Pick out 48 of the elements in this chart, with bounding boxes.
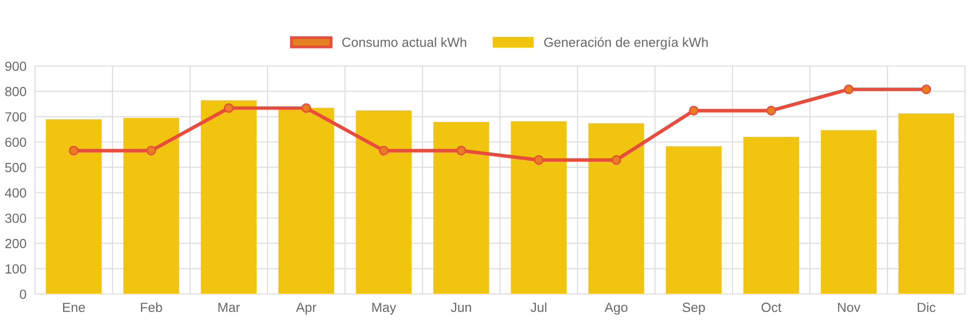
x-tick-label: Ago: [604, 302, 628, 315]
bar: [588, 123, 644, 294]
x-tick-label: Nov: [838, 302, 860, 312]
x-tick-label: Feb: [140, 302, 162, 312]
x-tick-label: Jun: [450, 302, 472, 312]
y-tick-label: 100: [6, 264, 26, 274]
y-tick-label: 300: [5, 214, 26, 223]
point: [224, 103, 234, 113]
point: [844, 84, 854, 94]
point: [921, 84, 932, 94]
y-tick-label: 500: [5, 162, 26, 172]
y-tick-label: 700: [5, 112, 26, 122]
legend-label: Generación de energía kWh: [544, 37, 708, 50]
point: [766, 106, 776, 116]
y-tick-label: 0: [20, 290, 26, 299]
bar: [743, 136, 800, 294]
y-tick-label: 400: [4, 188, 26, 198]
bar: [200, 100, 257, 294]
x-tick-label: Dic: [918, 302, 936, 312]
x-tick-label: Apr: [296, 302, 316, 315]
bar: [356, 110, 412, 294]
x-tick-label: Oct: [762, 302, 782, 312]
point: [688, 106, 699, 116]
point: [534, 155, 544, 165]
bar: [510, 121, 567, 294]
x-tick-label: Mar: [218, 302, 240, 312]
x-tick-label: Jul: [530, 302, 546, 312]
point: [611, 155, 622, 165]
bar: [278, 108, 334, 294]
bar: [666, 146, 722, 294]
bar: [123, 118, 180, 294]
point: [456, 146, 466, 156]
y-tick-label: 900: [5, 62, 26, 71]
x-tick-label: May: [372, 302, 396, 315]
y-tick-label: 600: [5, 138, 26, 147]
bar: [433, 122, 490, 294]
y-tick-label: 800: [5, 86, 26, 96]
point: [301, 103, 312, 113]
bar: [898, 113, 954, 294]
point: [378, 146, 389, 156]
y-tick-label: 200: [5, 238, 26, 248]
point: [146, 146, 156, 156]
bar: [46, 119, 102, 294]
x-tick-label: Ene: [63, 302, 85, 312]
bar: [820, 130, 877, 294]
x-tick-label: Sep: [682, 302, 705, 315]
legend-label: Consumo actual kWh: [342, 37, 466, 47]
point: [68, 146, 79, 156]
